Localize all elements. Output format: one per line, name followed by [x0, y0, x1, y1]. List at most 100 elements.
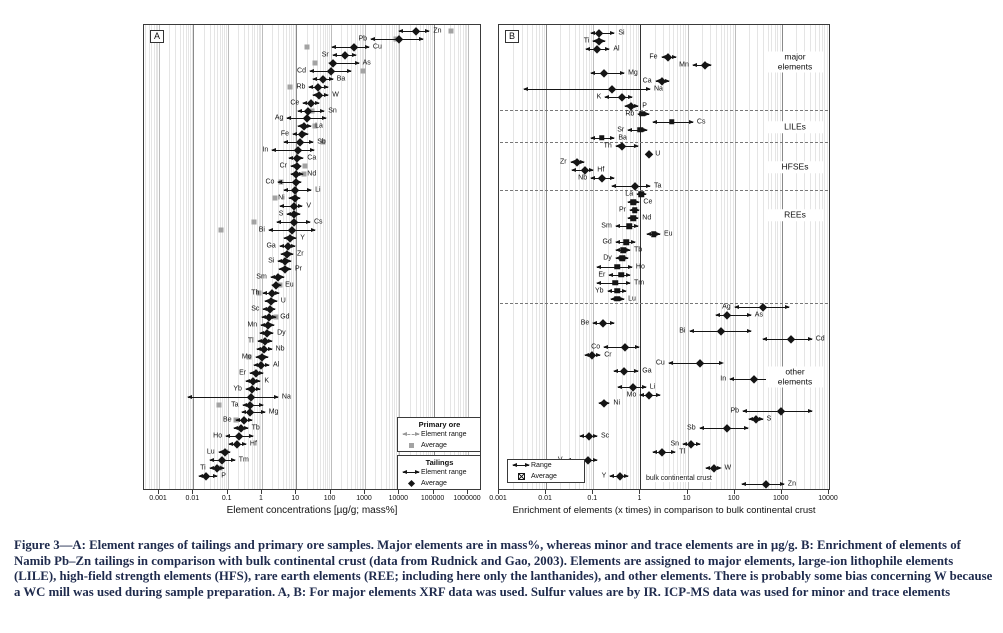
- range-arrowhead-right: [419, 36, 425, 41]
- range-arrowhead-right: [634, 224, 640, 229]
- legend-row: Element range: [398, 429, 480, 440]
- average-marker: [594, 29, 603, 37]
- minor-gridline: [677, 25, 679, 489]
- range-arrowhead-left: [245, 378, 251, 383]
- range-arrowhead-right: [634, 143, 640, 148]
- minor-gridline: [272, 25, 274, 489]
- range-arrowhead-left: [614, 143, 620, 148]
- range-arrowhead-left: [286, 116, 292, 121]
- minor-gridline: [635, 25, 637, 489]
- element-label: Ce: [290, 99, 300, 106]
- average-marker: [630, 215, 636, 221]
- minor-gridline: [288, 25, 290, 489]
- x-axis-tick-label: 0.1: [221, 495, 232, 502]
- x-axis-tick: [226, 490, 228, 494]
- average-marker: [657, 447, 666, 456]
- range-arrowhead-right: [241, 442, 247, 447]
- range-arrowhead-right: [627, 264, 633, 269]
- x-axis-tick: [780, 490, 782, 494]
- average-marker: [638, 191, 645, 197]
- primary-ore-average-marker: [312, 123, 318, 129]
- range-arrowhead-right: [746, 312, 752, 317]
- minor-gridline: [155, 25, 157, 489]
- range-arrowhead-left: [262, 307, 268, 312]
- minor-gridline: [538, 25, 540, 489]
- minor-gridline: [217, 25, 219, 489]
- range-arrowhead-left: [698, 425, 704, 430]
- range-arrowhead-left: [302, 100, 308, 105]
- range-arrowhead-left: [682, 441, 687, 446]
- element-label: Bi: [258, 226, 265, 234]
- minor-gridline: [460, 25, 462, 489]
- range-arrowhead-left: [290, 164, 295, 169]
- range-bar: [591, 73, 624, 75]
- average-marker: [644, 391, 653, 400]
- average-marker: [777, 407, 786, 416]
- average-marker: [631, 207, 638, 213]
- x-axis-tick: [545, 490, 547, 494]
- range-arrowhead-left: [255, 346, 261, 351]
- minor-gridline: [710, 25, 712, 489]
- element-label: Mg: [628, 69, 638, 77]
- range-arrowhead-right: [324, 92, 330, 97]
- x-axis-tick-label: 100: [727, 495, 740, 502]
- minor-gridline: [821, 25, 823, 489]
- minor-gridline: [291, 25, 292, 489]
- minor-gridline: [668, 25, 670, 489]
- x-axis-tick-label: 10000: [818, 495, 838, 502]
- range-arrowhead-left: [691, 63, 697, 68]
- element-label: Lu: [206, 448, 215, 456]
- range-arrowhead-right: [634, 216, 640, 221]
- minor-gridline: [381, 25, 383, 489]
- range-arrowhead-left: [585, 47, 590, 52]
- range-arrowhead-left: [603, 345, 609, 349]
- range-arrowhead-right: [310, 148, 316, 153]
- element-label: Ba: [618, 134, 627, 142]
- range-arrowhead-left: [610, 296, 616, 301]
- x-axis-tick-label: 0.1: [587, 495, 598, 502]
- major-gridline: [193, 25, 195, 489]
- element-label: Sc: [601, 432, 610, 439]
- major-gridline: [296, 25, 298, 489]
- range-arrowhead-right: [275, 291, 281, 296]
- range-bar: [278, 182, 302, 183]
- x-axis-tick-label: 0.001: [149, 495, 167, 502]
- range-arrowhead-right: [743, 425, 749, 430]
- element-label: Tm: [634, 279, 645, 287]
- range-arrowhead-right: [299, 156, 305, 161]
- element-label: In: [262, 146, 269, 154]
- minor-gridline: [454, 25, 456, 489]
- range-arrowhead-right: [273, 394, 279, 399]
- group-label: HFSEs: [766, 161, 824, 173]
- average-marker: [612, 279, 618, 286]
- minor-gridline: [810, 25, 812, 489]
- element-label: P: [642, 102, 647, 109]
- element-label: Al: [613, 45, 620, 53]
- range-arrowhead-right: [624, 473, 630, 478]
- range-arrowhead-left: [611, 184, 616, 188]
- average-marker: [264, 313, 273, 321]
- primary-ore-average-marker: [320, 139, 325, 145]
- range-arrowhead-left: [262, 291, 268, 296]
- element-label: Ni: [613, 399, 621, 407]
- minor-gridline: [450, 25, 451, 489]
- minor-gridline: [347, 25, 348, 489]
- range-arrowhead-right: [635, 345, 641, 349]
- range-arrowhead-right: [271, 307, 276, 312]
- range-arrowhead-right: [626, 248, 631, 253]
- range-arrowhead-right: [290, 243, 296, 248]
- range-bar: [329, 62, 359, 64]
- range-arrowhead-left: [268, 227, 273, 232]
- range-arrowhead-right: [707, 63, 713, 68]
- minor-gridline: [774, 25, 776, 489]
- x-axis-tick-label: 0.01: [538, 495, 552, 502]
- range-arrowhead-right: [626, 280, 631, 285]
- element-label: Ti: [583, 37, 590, 45]
- range-arrowhead-right: [624, 256, 630, 261]
- panel-b-legend: Range Average: [507, 459, 585, 483]
- range-arrowhead-right: [270, 323, 276, 327]
- element-label: Gd: [280, 313, 290, 321]
- element-label: Yb: [233, 385, 242, 393]
- range-arrowhead-right: [304, 132, 310, 137]
- element-label: Yb: [594, 287, 604, 295]
